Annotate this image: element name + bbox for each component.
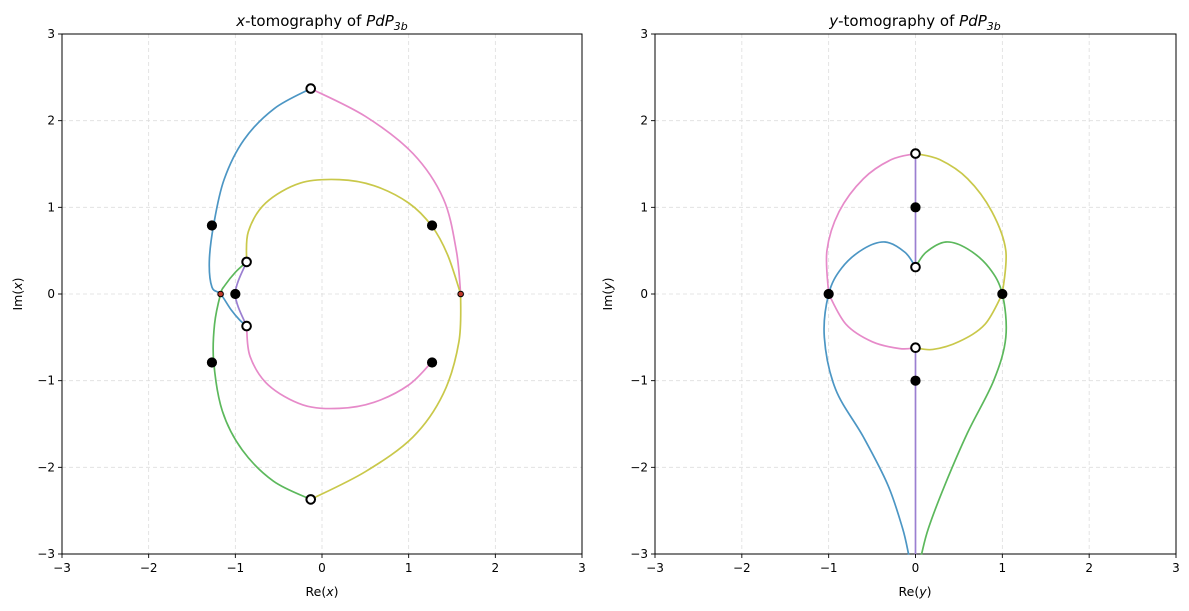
series-blue-curve	[208, 87, 312, 327]
y-tick-label: 3	[47, 27, 55, 41]
x-tick-label: 2	[492, 561, 500, 575]
series-yellow-2-curve	[914, 293, 1004, 351]
series-pink-1-curve	[309, 87, 462, 295]
x-tick-label: −1	[820, 561, 838, 575]
red-point-marker	[217, 290, 224, 298]
x-chart-title: x-tomography of PdP3b	[235, 12, 408, 33]
open-point-marker	[910, 261, 921, 273]
series-green-curve	[914, 241, 1008, 555]
y-tick-label: 1	[640, 200, 648, 214]
y-chart-title: y-tomography of PdP3b	[828, 12, 1001, 33]
y-tick-label: 2	[47, 114, 55, 128]
x-tick-label: 2	[1085, 561, 1093, 575]
series-blue-curve	[823, 241, 917, 555]
filled-point-marker	[426, 357, 438, 368]
x-tomography-panel: −3 −2 −1 0 1 2 3 −3 −2 −1 0 1 2 3 x-tomography of PdP…	[10, 12, 586, 599]
red-point-marker	[457, 290, 464, 298]
x-axis-label: Re(y)	[899, 584, 932, 599]
series-yellow-1-curve	[245, 178, 462, 295]
x-tick-label: 1	[405, 561, 413, 575]
series-green-curve	[212, 261, 312, 501]
y-tick-label: 2	[640, 114, 648, 128]
series-pink-2-curve	[245, 325, 433, 410]
y-tick-label: 3	[640, 27, 648, 41]
y-tick-label: 0	[47, 287, 55, 301]
filled-point-marker	[206, 220, 218, 231]
open-point-marker	[305, 494, 317, 505]
filled-point-marker	[823, 288, 834, 300]
series-pink-2-curve	[827, 293, 917, 350]
y-tomography-panel: −3 −2 −1 0 1 2 3 −3 −2 −1 0 1 2 3 y-tomography of PdP…	[600, 12, 1180, 599]
series-pink-1-curve	[825, 152, 917, 295]
y-axis-label: Im(x)	[10, 277, 25, 310]
x-tick-label: 1	[999, 561, 1007, 575]
filled-point-marker	[426, 220, 438, 231]
x-axis-label: Re(x)	[306, 584, 339, 599]
filled-point-marker	[910, 375, 921, 386]
filled-point-marker	[910, 202, 921, 213]
x-tick-label: 0	[912, 561, 920, 575]
open-point-marker	[241, 320, 252, 332]
y-tick-label: 0	[640, 287, 648, 301]
x-tick-label: −2	[140, 561, 158, 575]
open-point-marker	[910, 148, 921, 159]
y-tick-label: −1	[37, 374, 55, 388]
x-tick-label: 3	[578, 561, 586, 575]
filled-point-marker	[206, 357, 218, 368]
x-tick-label: 0	[318, 561, 326, 575]
y-tick-label: −3	[37, 547, 55, 561]
y-tick-label: −2	[630, 460, 648, 474]
y-tick-label: −1	[630, 374, 648, 388]
y-tick-label: −3	[630, 547, 648, 561]
open-point-marker	[241, 256, 252, 268]
y-tick-label: 1	[47, 200, 55, 214]
x-tick-label: −3	[646, 561, 664, 575]
series-yellow-1-curve	[914, 152, 1008, 295]
x-tick-label: −2	[733, 561, 751, 575]
open-point-marker	[910, 342, 921, 354]
x-tick-label: −1	[226, 561, 244, 575]
filled-point-marker	[997, 288, 1008, 300]
filled-point-marker	[230, 288, 241, 300]
x-tick-label: −3	[53, 561, 71, 575]
x-tick-label: 3	[1172, 561, 1180, 575]
series-yellow-2-curve	[309, 293, 462, 501]
open-point-marker	[305, 83, 317, 94]
y-tick-label: −2	[37, 460, 55, 474]
y-axis-label: Im(y)	[600, 277, 615, 310]
